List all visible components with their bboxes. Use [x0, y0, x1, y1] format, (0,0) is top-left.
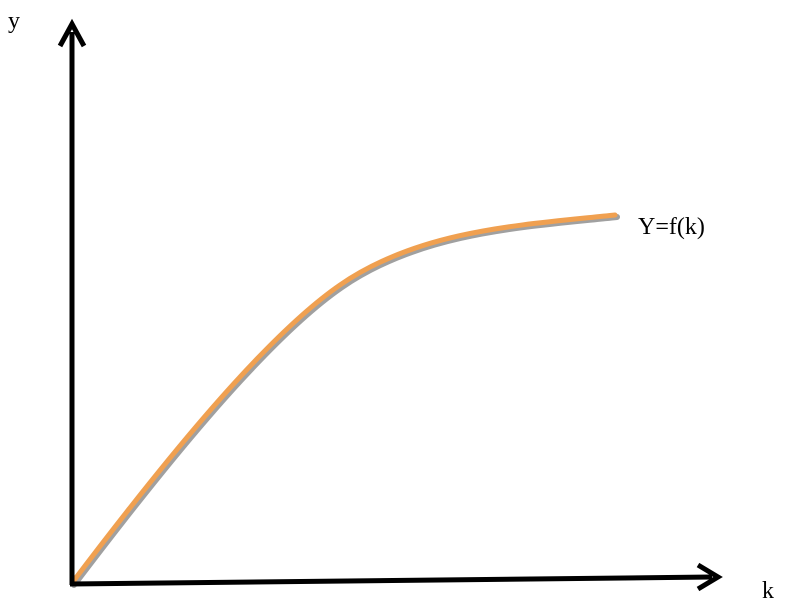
curve	[69, 212, 618, 586]
curve-shadow	[71, 214, 620, 588]
x-axis-arrow	[696, 562, 723, 592]
x-axis-label: k	[762, 578, 774, 604]
curve-label: Y=f(k)	[638, 214, 705, 240]
x-axis	[69, 574, 713, 587]
y-axis-label: y	[8, 8, 20, 34]
y-axis-arrow	[57, 18, 87, 48]
